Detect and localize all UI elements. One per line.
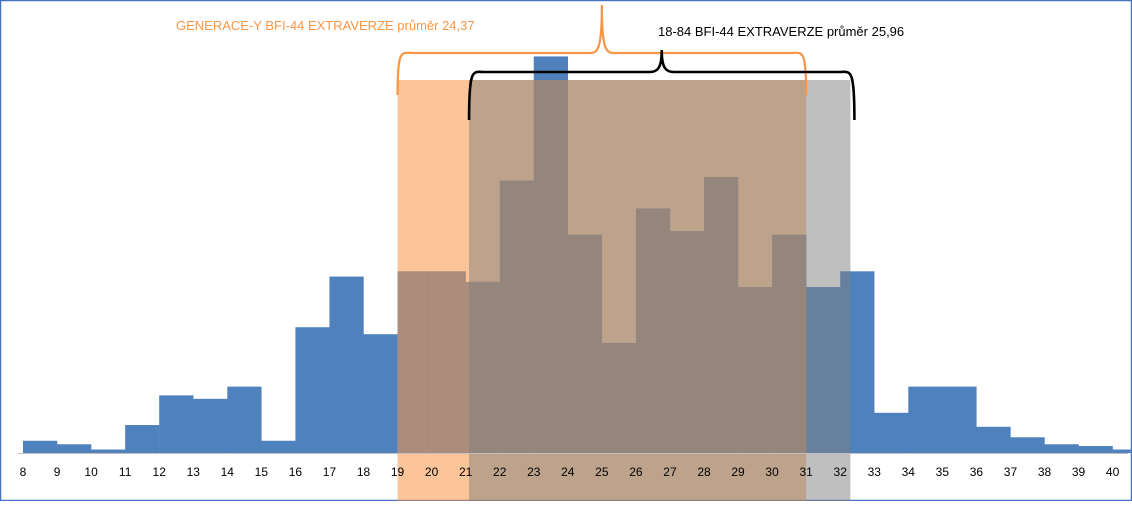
x-tick-20: 20 xyxy=(425,465,439,479)
x-tick-23: 23 xyxy=(527,465,541,479)
bar-9 xyxy=(57,444,92,453)
x-tick-25: 25 xyxy=(595,465,609,479)
x-tick-31: 31 xyxy=(799,465,813,479)
bar-13 xyxy=(193,398,228,453)
x-tick-10: 10 xyxy=(84,465,98,479)
x-tick-24: 24 xyxy=(561,465,575,479)
bar-38 xyxy=(1044,444,1079,453)
genz-bracket xyxy=(396,4,808,96)
x-tick-22: 22 xyxy=(493,465,507,479)
x-tick-18: 18 xyxy=(357,465,371,479)
x-tick-17: 17 xyxy=(323,465,337,479)
x-tick-21: 21 xyxy=(459,465,473,479)
bar-8 xyxy=(23,440,58,453)
x-tick-35: 35 xyxy=(936,465,950,479)
x-tick-29: 29 xyxy=(731,465,745,479)
x-tick-19: 19 xyxy=(391,465,405,479)
x-tick-28: 28 xyxy=(697,465,711,479)
x-tick-33: 33 xyxy=(868,465,882,479)
bar-34 xyxy=(908,386,943,453)
bar-39 xyxy=(1078,446,1113,453)
population-bracket xyxy=(467,49,856,121)
x-tick-15: 15 xyxy=(255,465,269,479)
bar-35 xyxy=(942,386,977,453)
x-tick-36: 36 xyxy=(970,465,984,479)
x-tick-30: 30 xyxy=(765,465,779,479)
x-tick-11: 11 xyxy=(119,465,132,479)
bar-18 xyxy=(363,334,398,453)
population-mean-annotation: 18-84 BFI-44 EXTRAVERZE průměr 25,96 xyxy=(658,24,905,39)
bar-33 xyxy=(874,412,909,453)
x-tick-32: 32 xyxy=(834,465,848,479)
population-range-band xyxy=(469,80,851,501)
x-tick-34: 34 xyxy=(902,465,916,479)
bar-36 xyxy=(976,426,1011,453)
x-tick-12: 12 xyxy=(153,465,167,479)
bar-10 xyxy=(91,449,126,453)
x-tick-39: 39 xyxy=(1072,465,1086,479)
x-tick-40: 40 xyxy=(1106,465,1120,479)
bar-14 xyxy=(227,386,262,453)
x-tick-14: 14 xyxy=(221,465,235,479)
x-tick-26: 26 xyxy=(629,465,643,479)
x-tick-37: 37 xyxy=(1004,465,1018,479)
x-tick-13: 13 xyxy=(187,465,201,479)
bar-40 xyxy=(1112,449,1132,453)
bar-17 xyxy=(329,276,364,453)
x-tick-38: 38 xyxy=(1038,465,1052,479)
bar-16 xyxy=(295,327,330,453)
bar-11 xyxy=(125,425,160,453)
x-tick-8: 8 xyxy=(20,465,27,479)
x-tick-9: 9 xyxy=(54,465,61,479)
genz-mean-annotation: GENERACE-Y BFI-44 EXTRAVERZE průměr 24,3… xyxy=(176,18,475,33)
x-tick-16: 16 xyxy=(289,465,303,479)
bar-12 xyxy=(159,395,194,453)
x-tick-27: 27 xyxy=(663,465,677,479)
bar-37 xyxy=(1010,437,1045,453)
bar-15 xyxy=(261,440,296,453)
